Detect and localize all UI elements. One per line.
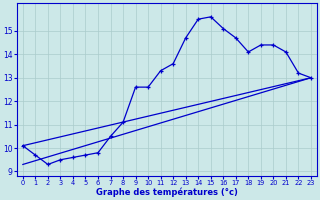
X-axis label: Graphe des températures (°c): Graphe des températures (°c) [96,188,238,197]
